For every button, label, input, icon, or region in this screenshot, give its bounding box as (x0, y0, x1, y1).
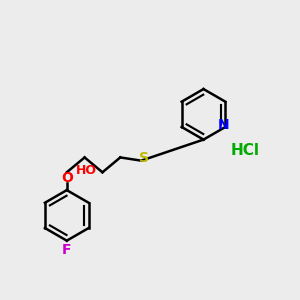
Text: S: S (139, 151, 149, 165)
Text: F: F (62, 243, 71, 256)
Text: HCl: HCl (231, 142, 260, 158)
Text: O: O (61, 171, 73, 184)
Text: HO: HO (76, 164, 97, 177)
Text: N: N (218, 118, 230, 133)
